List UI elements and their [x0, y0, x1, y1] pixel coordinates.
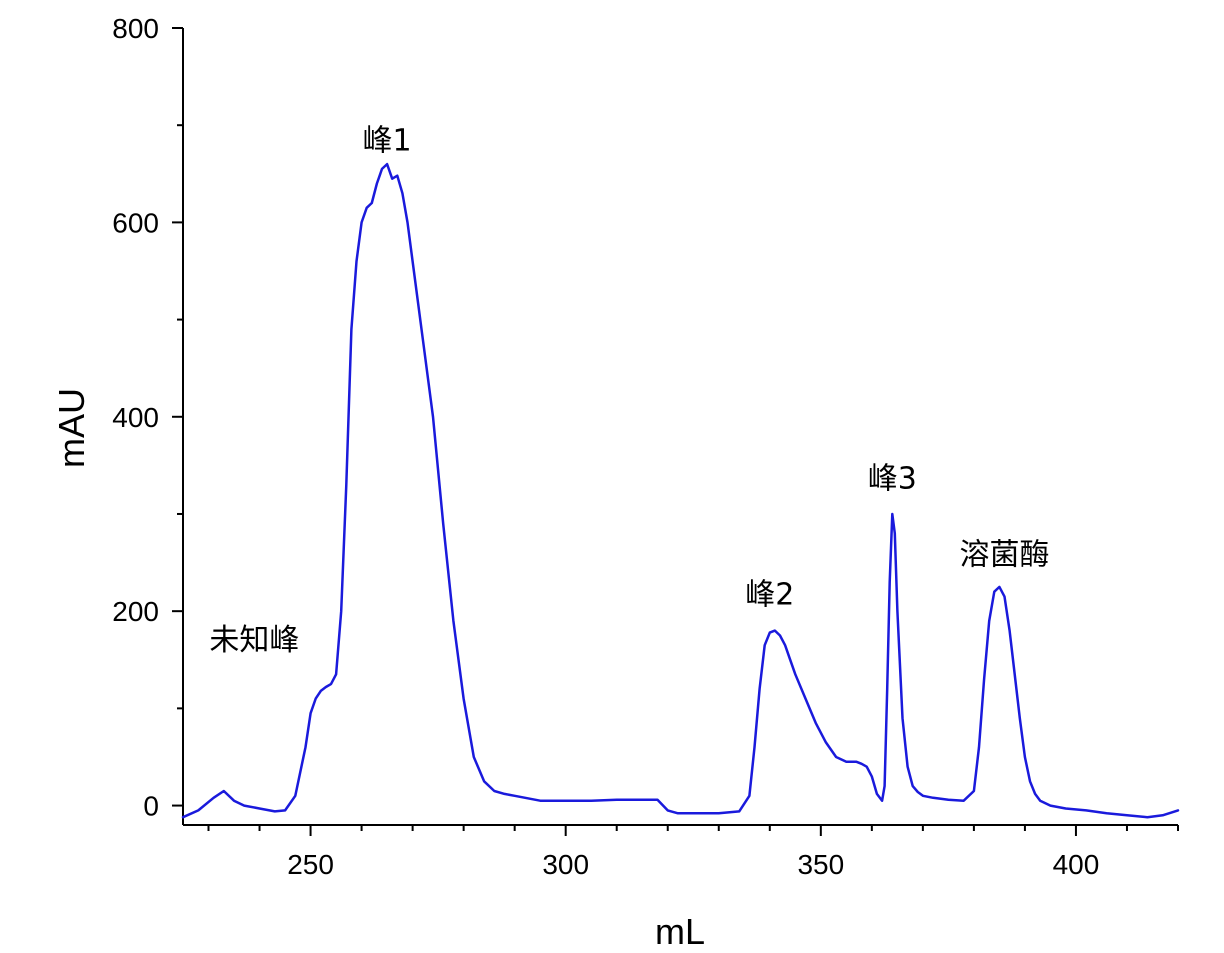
peak-label: 峰2 — [745, 577, 794, 612]
x-tick-label: 350 — [797, 849, 844, 880]
y-tick-label: 0 — [143, 791, 159, 822]
x-tick-label: 250 — [287, 849, 334, 880]
absorbance-trace — [181, 162, 1180, 819]
y-axis-title: mAU — [51, 388, 92, 468]
y-tick-label: 200 — [112, 596, 159, 627]
peak-label: 溶菌酶 — [960, 538, 1050, 573]
y-tick-label: 600 — [112, 207, 159, 238]
y-tick-label: 800 — [112, 13, 159, 44]
peak-label: 未知峰 — [209, 623, 299, 658]
plot-area — [181, 162, 1180, 819]
x-axis-title: mL — [655, 911, 705, 952]
peak-label: 峰3 — [868, 462, 917, 497]
peak-annotations: 未知峰 峰1 峰2 峰3 溶菌酶 — [209, 123, 1049, 658]
x-tick-label: 400 — [1053, 849, 1100, 880]
y-tick-label: 400 — [112, 402, 159, 433]
x-tick-label: 300 — [542, 849, 589, 880]
peak-label: 峰1 — [363, 123, 412, 158]
axes: 250 300 350 400 0 200 400 600 800 — [112, 13, 1179, 880]
